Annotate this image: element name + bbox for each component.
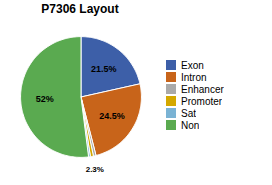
html-text:Promoter: Promoter xyxy=(181,95,223,107)
svg-text:52%: 52% xyxy=(35,94,53,104)
html-text:Non: Non xyxy=(181,119,200,131)
html-text:Sat: Sat xyxy=(181,107,196,119)
html-text:Exon: Exon xyxy=(181,59,204,71)
svg-text:2.3%: 2.3% xyxy=(85,165,103,174)
html-text:P7306 Layout: P7306 Layout xyxy=(41,2,119,16)
html-text:Intron: Intron xyxy=(181,71,207,83)
svg-text:21.5%: 21.5% xyxy=(90,64,116,74)
svg-text:24.5%: 24.5% xyxy=(99,111,125,121)
html-text:Enhancer: Enhancer xyxy=(181,83,224,95)
